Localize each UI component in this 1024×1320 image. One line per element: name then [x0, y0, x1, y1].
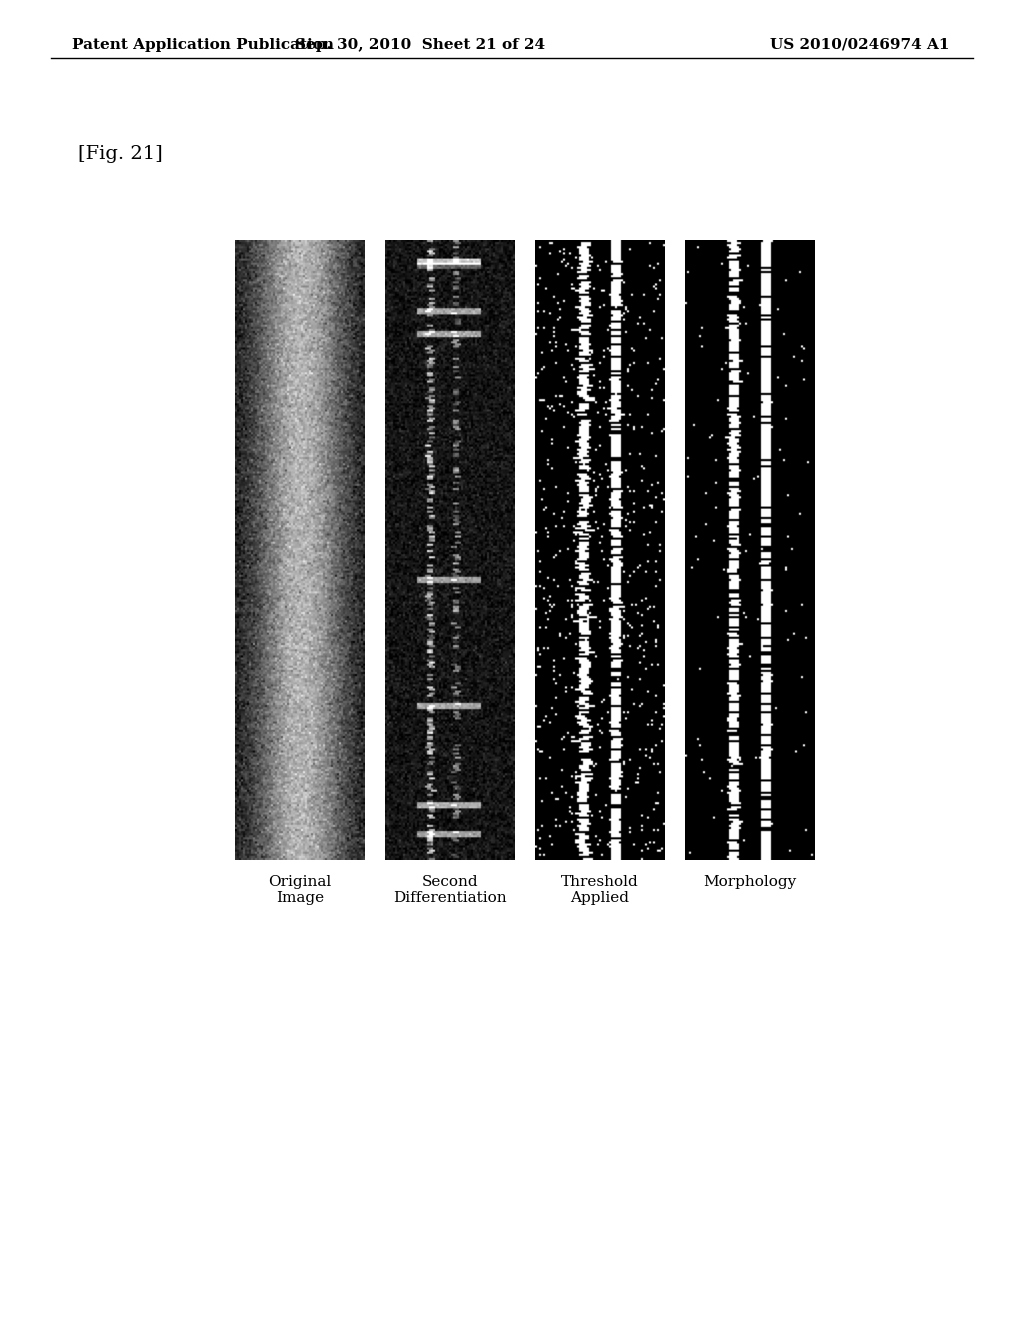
Text: Sep. 30, 2010  Sheet 21 of 24: Sep. 30, 2010 Sheet 21 of 24: [295, 38, 545, 51]
Text: [Fig. 21]: [Fig. 21]: [78, 145, 163, 162]
Text: Second
Differentiation: Second Differentiation: [393, 875, 507, 906]
Text: Threshold
Applied: Threshold Applied: [561, 875, 639, 906]
Text: Original
Image: Original Image: [268, 875, 332, 906]
Text: Patent Application Publication: Patent Application Publication: [72, 38, 334, 51]
Text: Morphology: Morphology: [703, 875, 797, 888]
Text: US 2010/0246974 A1: US 2010/0246974 A1: [770, 38, 950, 51]
